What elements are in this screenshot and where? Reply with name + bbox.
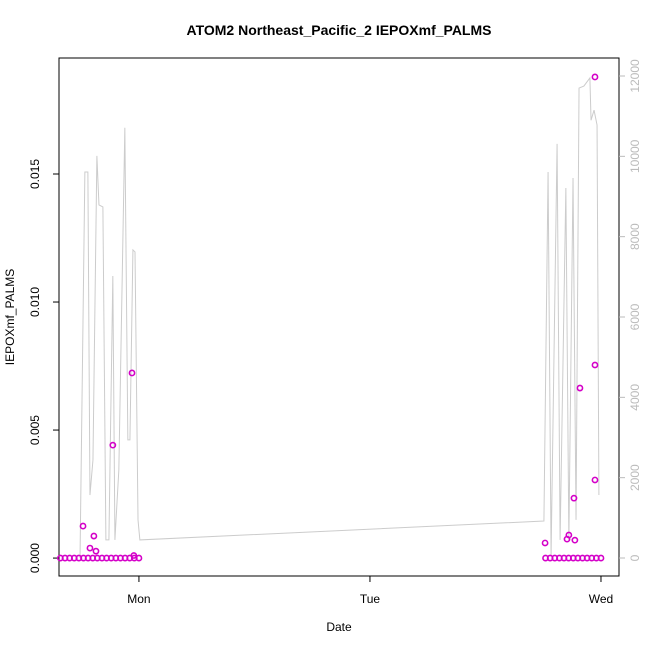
data-point [135, 554, 143, 562]
y2-tick-label: 0 [628, 554, 642, 561]
y-tick-label: 0.000 [28, 543, 42, 573]
y-tick-label: 0.015 [28, 159, 42, 189]
data-point [541, 539, 549, 547]
x-tick-label: Tue [360, 592, 381, 606]
data-point [109, 441, 117, 449]
data-point [565, 531, 573, 539]
x-tick-label: Mon [127, 592, 150, 606]
y-tick-label: 0.010 [28, 287, 42, 317]
data-point [591, 73, 599, 81]
data-point [576, 384, 584, 392]
y2-tick-label: 12000 [628, 59, 642, 93]
data-point [79, 522, 87, 530]
data-point [92, 547, 100, 555]
y2-tick-label: 4000 [628, 384, 642, 411]
data-point [90, 532, 98, 540]
y2-tick-label: 6000 [628, 303, 642, 330]
data-point [571, 536, 579, 544]
data-point [591, 476, 599, 484]
x-tick-label: Wed [589, 592, 613, 606]
y-axis-label: IEPOXmf_PALMS [3, 269, 17, 365]
y2-tick-label: 8000 [628, 223, 642, 250]
plot-frame [58, 57, 620, 577]
data-point [570, 494, 578, 502]
y2-tick-label: 10000 [628, 139, 642, 173]
data-point [86, 544, 94, 552]
y-tick-label: 0.005 [28, 415, 42, 445]
data-line [79, 76, 600, 559]
chart-title: ATOM2 Northeast_Pacific_2 IEPOXmf_PALMS [187, 22, 492, 38]
data-point [591, 361, 599, 369]
y2-tick-label: 2000 [628, 464, 642, 491]
x-axis-label: Date [326, 620, 352, 634]
data-point [597, 554, 605, 562]
data-point [128, 369, 136, 377]
